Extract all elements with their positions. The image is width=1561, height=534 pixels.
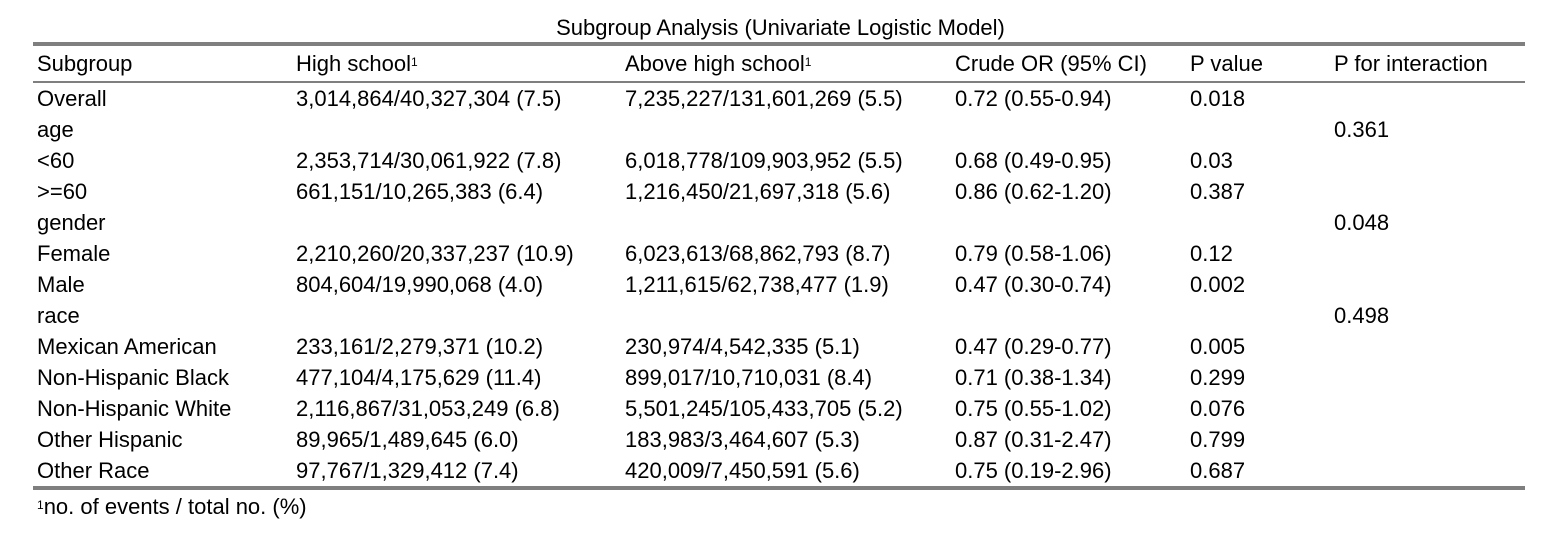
table-row: Other Hispanic 89,965/1,489,645 (6.0) 183,… (0, 425, 1561, 456)
cell-subgroup: >=60 (37, 179, 88, 204)
header-subgroup: Subgroup (37, 51, 133, 76)
header-row: Subgroup High school1 Above high school1… (0, 49, 1561, 79)
cell-above-high-school: 899,017/10,710,031 (8.4) (625, 365, 873, 390)
cell-subgroup: Male (37, 272, 85, 297)
table-footnote: 1no. of events / total no. (%) (37, 492, 307, 522)
cell-subgroup: <60 (37, 148, 75, 173)
cell-above-high-school: 7,235,227/131,601,269 (5.5) (625, 86, 903, 111)
cell-high-school: 2,210,260/20,337,237 (10.9) (296, 241, 574, 266)
cell-p-value: 0.076 (1190, 396, 1246, 421)
cell-subgroup: Female (37, 241, 111, 266)
cell-crude-or: 0.72 (0.55-0.94) (955, 86, 1112, 111)
table-body: Overall 3,014,864/40,327,304 (7.5) 7,235,2… (0, 84, 1561, 487)
cell-p-interaction: 0.361 (1334, 117, 1390, 142)
table-row: gender 0.048 (0, 208, 1561, 239)
table-row: race 0.498 (0, 301, 1561, 332)
cell-subgroup: race (37, 303, 80, 328)
table-row: Female 2,210,260/20,337,237 (10.9) 6,023,6… (0, 239, 1561, 270)
cell-above-high-school: 1,211,615/62,738,477 (1.9) (625, 272, 889, 297)
cell-crude-or: 0.75 (0.19-2.96) (955, 458, 1112, 483)
cell-subgroup: Overall (37, 86, 107, 111)
cell-above-high-school: 420,009/7,450,591 (5.6) (625, 458, 860, 483)
cell-crude-or: 0.68 (0.49-0.95) (955, 148, 1112, 173)
cell-p-value: 0.687 (1190, 458, 1246, 483)
cell-crude-or: 0.47 (0.30-0.74) (955, 272, 1112, 297)
cell-crude-or: 0.75 (0.55-1.02) (955, 396, 1112, 421)
cell-above-high-school: 1,216,450/21,697,318 (5.6) (625, 179, 891, 204)
cell-subgroup: age (37, 117, 74, 142)
header-above-high-school-label: Above high school (625, 51, 805, 76)
top-rule (33, 42, 1525, 46)
cell-high-school: 2,353,714/30,061,922 (7.8) (296, 148, 562, 173)
header-crude-or: Crude OR (95% CI) (955, 51, 1147, 76)
header-rule (33, 81, 1525, 83)
header-above-high-school: Above high school1 (625, 49, 811, 79)
cell-p-value: 0.387 (1190, 179, 1246, 204)
cell-crude-or: 0.86 (0.62-1.20) (955, 179, 1112, 204)
cell-p-value: 0.12 (1190, 241, 1233, 266)
cell-high-school: 477,104/4,175,629 (11.4) (296, 365, 542, 390)
footnote-marker: 1 (37, 498, 44, 512)
cell-subgroup: Other Race (37, 458, 150, 483)
cell-p-value: 0.018 (1190, 86, 1246, 111)
header-p-value: P value (1190, 51, 1263, 76)
cell-high-school: 233,161/2,279,371 (10.2) (296, 334, 544, 359)
cell-crude-or: 0.47 (0.29-0.77) (955, 334, 1112, 359)
cell-p-value: 0.299 (1190, 365, 1246, 390)
table-row: <60 2,353,714/30,061,922 (7.8) 6,018,778/1… (0, 146, 1561, 177)
cell-crude-or: 0.71 (0.38-1.34) (955, 365, 1112, 390)
cell-p-value: 0.005 (1190, 334, 1246, 359)
footnote-marker: 1 (804, 55, 812, 69)
cell-p-interaction: 0.048 (1334, 210, 1390, 235)
cell-high-school: 661,151/10,265,383 (6.4) (296, 179, 544, 204)
cell-p-value: 0.002 (1190, 272, 1246, 297)
table-row: Mexican American 233,161/2,279,371 (10.2)… (0, 332, 1561, 363)
cell-subgroup: Other Hispanic (37, 427, 183, 452)
table-row: Non-Hispanic Black 477,104/4,175,629 (11.… (0, 363, 1561, 394)
cell-high-school: 804,604/19,990,068 (4.0) (296, 272, 544, 297)
cell-above-high-school: 6,018,778/109,903,952 (5.5) (625, 148, 903, 173)
cell-subgroup: gender (37, 210, 106, 235)
cell-above-high-school: 183,983/3,464,607 (5.3) (625, 427, 860, 452)
table-title: Subgroup Analysis (Univariate Logistic M… (556, 15, 1005, 40)
footnote-text: no. of events / total no. (%) (43, 494, 307, 519)
cell-p-interaction: 0.498 (1334, 303, 1390, 328)
cell-p-value: 0.03 (1190, 148, 1233, 173)
cell-above-high-school: 6,023,613/68,862,793 (8.7) (625, 241, 891, 266)
cell-subgroup: Non-Hispanic White (37, 396, 232, 421)
table-row: Other Race 97,767/1,329,412 (7.4) 420,009/… (0, 456, 1561, 487)
footnote-marker: 1 (410, 55, 418, 69)
table-row: Male 804,604/19,990,068 (4.0) 1,211,615/62… (0, 270, 1561, 301)
cell-subgroup: Non-Hispanic Black (37, 365, 229, 390)
table-row: Non-Hispanic White 2,116,867/31,053,249 (… (0, 394, 1561, 425)
cell-high-school: 97,767/1,329,412 (7.4) (296, 458, 519, 483)
cell-crude-or: 0.87 (0.31-2.47) (955, 427, 1112, 452)
bottom-rule (33, 486, 1525, 490)
cell-subgroup: Mexican American (37, 334, 217, 359)
cell-p-value: 0.799 (1190, 427, 1246, 452)
cell-above-high-school: 5,501,245/105,433,705 (5.2) (625, 396, 903, 421)
cell-high-school: 2,116,867/31,053,249 (6.8) (296, 396, 560, 421)
cell-above-high-school: 230,974/4,542,335 (5.1) (625, 334, 860, 359)
cell-high-school: 89,965/1,489,645 (6.0) (296, 427, 519, 452)
table-row: >=60 661,151/10,265,383 (6.4) 1,216,450/21… (0, 177, 1561, 208)
cell-high-school: 3,014,864/40,327,304 (7.5) (296, 86, 562, 111)
header-high-school-label: High school (296, 51, 411, 76)
cell-crude-or: 0.79 (0.58-1.06) (955, 241, 1112, 266)
header-p-interaction: P for interaction (1334, 51, 1488, 76)
table-row: Overall 3,014,864/40,327,304 (7.5) 7,235,2… (0, 84, 1561, 115)
header-high-school: High school1 (296, 49, 418, 79)
table-row: age 0.361 (0, 115, 1561, 146)
